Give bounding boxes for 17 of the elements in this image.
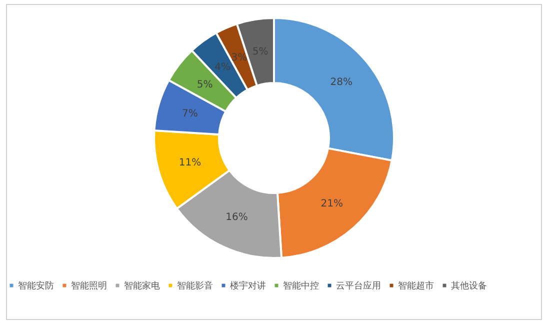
legend-label: 智能影音	[177, 280, 213, 292]
legend-label: 智能照明	[71, 280, 107, 292]
data-label: 16%	[226, 212, 248, 224]
data-label: 21%	[320, 198, 343, 210]
legend-label: 智能中控	[283, 280, 319, 292]
legend-label: 云平台应用	[336, 280, 381, 292]
data-label: 4%	[214, 62, 231, 74]
legend-label: 其他设备	[451, 280, 487, 292]
data-label: 3%	[231, 52, 248, 64]
data-label: 28%	[330, 77, 353, 88]
data-label: 5%	[196, 79, 213, 90]
legend-label: 智能安防	[18, 280, 54, 292]
legend-label: 智能超市	[398, 280, 434, 292]
legend-label: 楼宇对讲	[230, 280, 266, 292]
data-label: 11%	[178, 157, 202, 168]
data-label: 7%	[182, 108, 198, 120]
legend-label: 智能家电	[124, 280, 160, 292]
